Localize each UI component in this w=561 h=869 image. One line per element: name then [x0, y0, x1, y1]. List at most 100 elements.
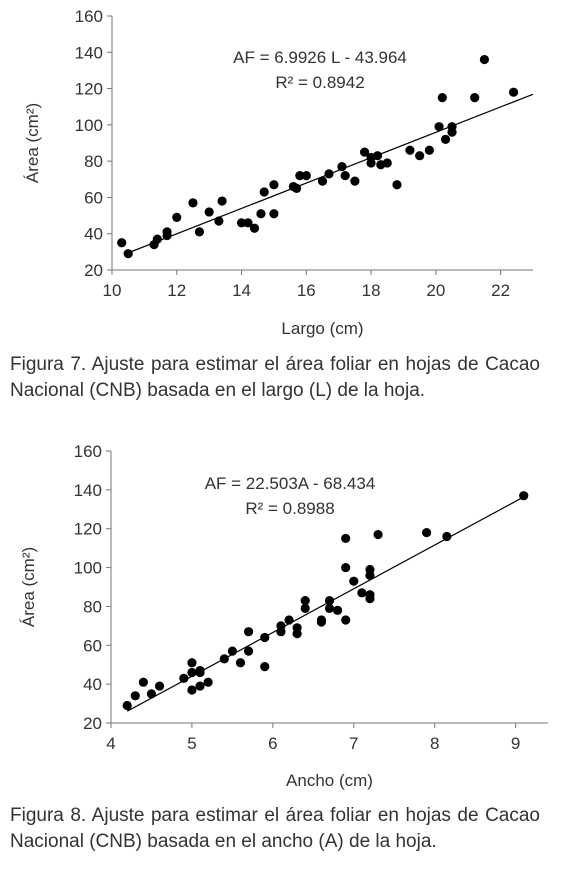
data-point [203, 677, 213, 687]
data-point [470, 93, 480, 103]
data-point [243, 218, 253, 228]
data-point [350, 176, 360, 186]
data-point [284, 615, 294, 625]
data-point [187, 658, 197, 668]
data-point [434, 122, 444, 132]
data-point [276, 621, 286, 631]
y-tick-label: 120 [74, 520, 102, 539]
data-point [300, 603, 310, 613]
data-point [422, 528, 432, 538]
y-tick-label: 160 [75, 7, 103, 26]
data-point [340, 171, 350, 181]
x-axis-label: Largo (cm) [281, 319, 363, 338]
data-point [373, 529, 383, 540]
data-point [217, 196, 227, 206]
figure-7-caption: Figura 7. Ajuste para estimar el área fo… [10, 354, 540, 401]
y-tick-label: 60 [83, 636, 102, 655]
data-point [117, 238, 127, 248]
data-point [195, 665, 205, 676]
data-point [424, 145, 434, 155]
data-point [187, 685, 197, 695]
data-point [130, 691, 140, 701]
data-point [437, 93, 447, 103]
data-point [236, 218, 247, 228]
y-tick-label: 140 [74, 481, 102, 500]
data-point [259, 187, 269, 197]
data-point [172, 212, 182, 222]
y-tick-label: 60 [84, 188, 103, 207]
x-tick-label: 5 [187, 734, 196, 753]
x-axis-label: Ancho (cm) [286, 771, 373, 790]
x-tick-label: 8 [430, 734, 439, 753]
data-point [440, 134, 451, 144]
scatter-chart-ancho: 20 40 60 80 100 120 140 160 4 5 6 7 8 9 Ancho (cm) Área… [19, 442, 548, 790]
data-point [292, 623, 302, 633]
data-point [317, 176, 328, 186]
data-point [214, 216, 224, 226]
data-point [341, 562, 351, 573]
x-tick-label: 18 [362, 281, 381, 300]
y-tick-label: 80 [83, 597, 102, 616]
y-tick-label: 160 [74, 442, 102, 461]
data-point [152, 234, 162, 244]
data-point [188, 198, 198, 208]
data-point [337, 161, 347, 172]
x-tick-label: 9 [511, 734, 520, 753]
data-point [382, 158, 392, 168]
r-squared-label: R² = 0.8942 [275, 73, 364, 92]
data-point [194, 227, 205, 237]
x-tick-label: 12 [167, 281, 186, 300]
data-point [392, 180, 402, 190]
data-point [260, 662, 270, 672]
data-point [415, 151, 425, 161]
data-point [341, 533, 351, 544]
data-point [360, 147, 370, 157]
data-point [146, 689, 157, 699]
x-tick-label: 10 [103, 281, 122, 300]
data-point [179, 673, 189, 683]
data-point [316, 615, 327, 625]
data-point [291, 183, 302, 193]
x-tick-label: 20 [426, 281, 445, 300]
data-point [365, 590, 375, 600]
y-tick-label: 80 [84, 152, 103, 171]
y-axis-label: Área (cm²) [23, 103, 42, 183]
data-point [300, 596, 310, 606]
x-tick-label: 4 [106, 734, 115, 753]
data-point [341, 615, 351, 625]
data-point [243, 627, 254, 637]
trendline-equation: AF = 22.503A - 68.434 [205, 474, 376, 493]
data-point [324, 169, 334, 179]
data-point [324, 603, 335, 613]
x-tick-label: 14 [232, 281, 251, 300]
data-point [365, 564, 375, 575]
data-point [219, 654, 229, 664]
data-point [372, 151, 383, 161]
data-point [195, 681, 205, 691]
y-tick-label: 100 [74, 559, 102, 578]
y-tick-label: 120 [75, 80, 103, 99]
data-point [227, 646, 237, 656]
data-point [269, 180, 279, 190]
trendline-equation: AF = 6.9926 L - 43.964 [233, 48, 407, 67]
data-point [243, 646, 254, 656]
y-tick-label: 40 [84, 225, 103, 244]
data-point [122, 700, 132, 711]
data-point [256, 209, 266, 219]
data-point [235, 658, 246, 668]
data-point [269, 209, 279, 219]
data-point [405, 145, 415, 155]
data-point [301, 171, 311, 181]
data-point [123, 249, 133, 259]
data-point [249, 223, 260, 233]
x-tick-label: 16 [297, 281, 316, 300]
y-tick-label: 20 [83, 714, 102, 733]
data-point [447, 122, 457, 132]
y-tick-label: 140 [75, 43, 103, 62]
data-point [332, 605, 343, 615]
figure-8-caption: Figura 8. Ajuste para estimar el área fo… [10, 805, 540, 852]
data-point [349, 576, 359, 586]
data-point [295, 171, 305, 181]
data-point [187, 667, 197, 678]
y-tick-label: 40 [83, 675, 102, 694]
